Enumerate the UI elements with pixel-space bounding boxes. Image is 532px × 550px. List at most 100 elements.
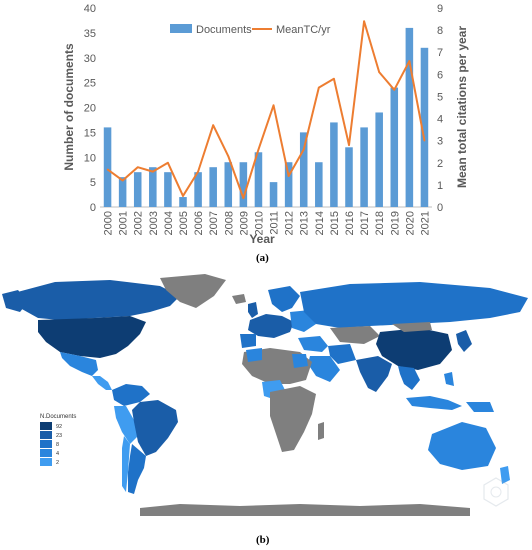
meantc-point — [272, 104, 275, 107]
map-argentina — [128, 444, 146, 494]
x-tick-label: 2007 — [208, 211, 220, 235]
map-brazil — [132, 400, 178, 456]
bar-documents — [103, 127, 112, 207]
map-korea-japan — [456, 330, 472, 352]
x-tick-label: 2002 — [133, 211, 145, 235]
legend: Documents MeanTC/yr — [170, 24, 331, 36]
x-tick-label: 2016 — [344, 211, 356, 235]
y2-tick-label: 2 — [437, 158, 443, 170]
x-tick-label: 2020 — [404, 211, 416, 235]
map-iceland — [232, 294, 246, 304]
meantc-point — [318, 86, 320, 89]
map-china — [376, 328, 452, 370]
x-tick-label: 2011 — [269, 211, 281, 235]
map-morocco-egypt — [246, 348, 308, 368]
map-colombia-venezuela — [112, 384, 150, 406]
documents-citations-chart: 0 5 10 15 20 25 30 35 40 0 1 2 3 4 5 6 7 8 9 2000 2001 2002… — [62, 3, 469, 246]
meantc-point — [348, 144, 350, 146]
y2-tick-label: 7 — [437, 47, 443, 59]
x-tick-label: 2010 — [253, 211, 265, 235]
meantc-point — [363, 20, 365, 23]
bar-documents — [179, 197, 187, 207]
meantc-point — [302, 148, 305, 151]
bar-documents — [224, 162, 233, 207]
map-mexico — [60, 352, 98, 376]
bar-documents — [194, 172, 202, 207]
bar-documents — [149, 167, 157, 207]
map-legend: N.Documents 92 23 8 4 2 — [40, 414, 76, 466]
meantc-point — [152, 170, 154, 173]
bar-documents — [375, 112, 383, 207]
y2-tick-label: 9 — [437, 3, 443, 15]
x-tick-label: 2019 — [389, 211, 401, 235]
meantc-point — [227, 155, 230, 157]
y-tick-label: 25 — [84, 78, 96, 90]
meantc-series-line — [106, 20, 426, 200]
map-antarctica — [140, 504, 470, 516]
y-axis-title: Number of documents — [62, 43, 76, 171]
bar-documents — [254, 152, 263, 207]
y-tick-label: 30 — [84, 53, 96, 65]
meantc-point — [257, 148, 260, 151]
meantc-point — [333, 77, 335, 80]
x-tick-label: 2015 — [329, 211, 341, 235]
right-axis-ticks: 0 1 2 3 4 5 6 7 8 9 — [437, 3, 443, 214]
y-tick-label: 40 — [84, 3, 96, 15]
map-canada — [10, 280, 180, 320]
map-iran — [328, 344, 356, 364]
map-legend-swatch — [40, 458, 52, 466]
y2-tick-label: 4 — [437, 114, 443, 126]
y-tick-label: 35 — [84, 28, 96, 40]
x-tick-label: 2018 — [374, 211, 386, 235]
map-legend-swatch — [40, 422, 52, 430]
map-legend-swatch — [40, 449, 52, 457]
meantc-point — [182, 195, 184, 197]
watermark-logo — [483, 477, 509, 507]
panel-label-b: (b) — [256, 534, 270, 546]
left-axis-ticks: 0 5 10 15 20 25 30 35 40 — [84, 3, 96, 214]
meantc-point — [167, 161, 169, 164]
y2-axis-title: Mean total citations per year — [455, 26, 469, 188]
map-philippines — [444, 372, 454, 386]
x-tick-label: 2006 — [193, 211, 205, 235]
map-legend-title: N.Documents — [40, 414, 76, 420]
map-legend-swatch — [40, 431, 52, 439]
meantc-point — [393, 89, 396, 91]
meantc-line — [106, 20, 426, 200]
bar-documents — [118, 177, 127, 207]
x-tick-label: 2014 — [314, 211, 326, 235]
meantc-point — [106, 168, 109, 171]
x-tick-label: 2017 — [359, 211, 371, 235]
bar-documents — [299, 132, 308, 207]
meantc-point — [287, 175, 290, 177]
map-legend-label: 92 — [56, 424, 62, 430]
map-legend-label: 2 — [56, 460, 59, 466]
map-kazakhstan — [330, 326, 380, 344]
meantc-point — [121, 179, 124, 182]
bar-documents — [330, 122, 338, 207]
x-tick-label: 2000 — [103, 211, 115, 235]
y2-tick-label: 5 — [437, 91, 443, 103]
legend-label-documents: Documents — [196, 24, 252, 36]
map-scandinavia — [268, 286, 300, 312]
x-tick-label: 2004 — [163, 211, 175, 235]
y2-tick-label: 0 — [437, 202, 443, 214]
x-tick-label: 2012 — [284, 211, 296, 235]
map-russia — [300, 282, 528, 328]
y2-tick-label: 3 — [437, 136, 443, 148]
map-legend-label: 8 — [56, 442, 59, 448]
legend-label-meantc: MeanTC/yr — [276, 24, 331, 36]
x-tick-label: 2003 — [148, 211, 160, 235]
y-tick-label: 0 — [90, 202, 96, 214]
bar-documents — [284, 162, 293, 207]
y-tick-label: 10 — [84, 152, 96, 164]
bar-documents — [405, 27, 414, 208]
bar-documents — [315, 162, 323, 207]
documents-bars — [103, 27, 429, 208]
meantc-point — [423, 139, 426, 142]
map-western-europe — [248, 314, 294, 338]
map-greenland — [160, 274, 226, 308]
bar-documents — [345, 147, 353, 207]
map-indonesia — [406, 396, 462, 410]
map-legend-label: 4 — [56, 451, 59, 457]
